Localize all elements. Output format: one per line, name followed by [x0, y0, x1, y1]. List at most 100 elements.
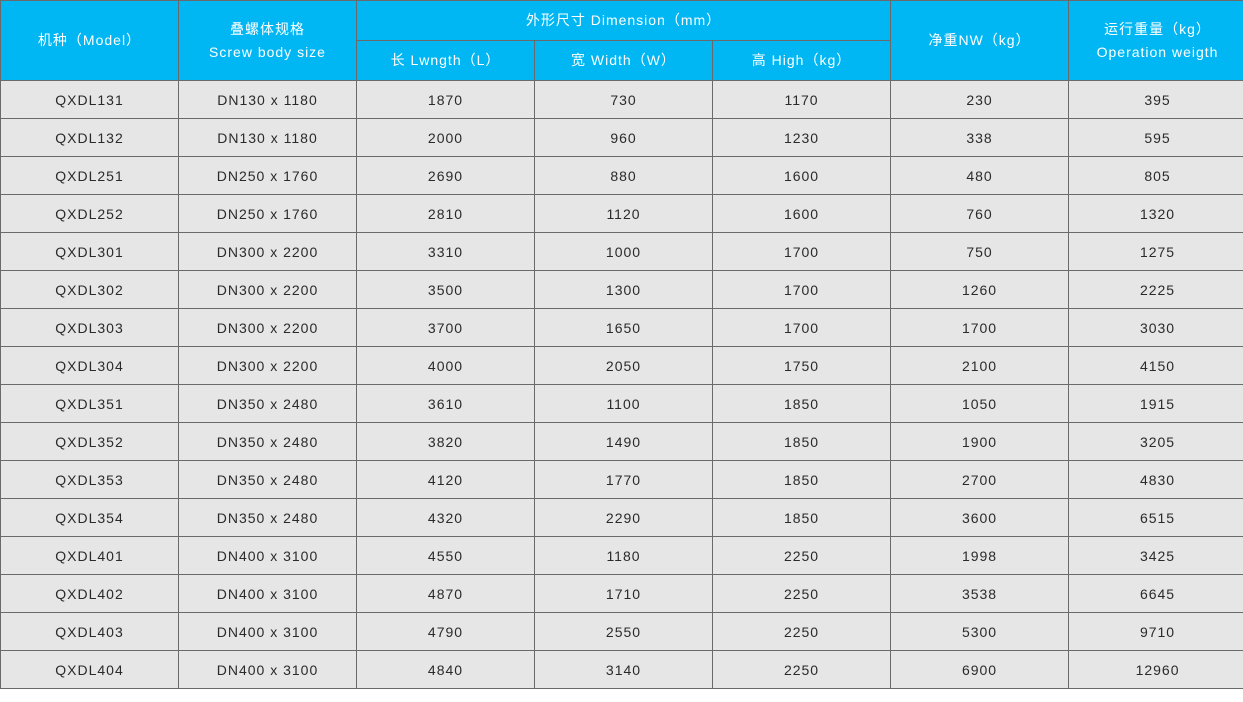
cell-screw: DN300 x 2200	[179, 271, 357, 309]
cell-height: 1230	[713, 119, 891, 157]
table-row: QXDL301DN300 x 22003310100017007501275	[1, 233, 1243, 271]
header-width: 宽 Width（W）	[535, 41, 713, 81]
table-row: QXDL131DN130 x 118018707301170230395	[1, 81, 1243, 119]
header-net-weight: 净重NW（kg）	[891, 1, 1069, 81]
header-length-text: 长 Lwngth（L）	[391, 52, 501, 68]
cell-length: 2810	[357, 195, 535, 233]
cell-model: QXDL404	[1, 651, 179, 689]
cell-height: 1750	[713, 347, 891, 385]
cell-width: 1180	[535, 537, 713, 575]
table-row: QXDL402DN400 x 310048701710225035386645	[1, 575, 1243, 613]
table-row: QXDL251DN250 x 176026908801600480805	[1, 157, 1243, 195]
cell-length: 4790	[357, 613, 535, 651]
cell-screw: DN250 x 1760	[179, 195, 357, 233]
cell-screw: DN130 x 1180	[179, 81, 357, 119]
cell-operation-weight: 395	[1069, 81, 1243, 119]
cell-width: 1120	[535, 195, 713, 233]
cell-length: 2000	[357, 119, 535, 157]
cell-screw: DN350 x 2480	[179, 385, 357, 423]
header-length: 长 Lwngth（L）	[357, 41, 535, 81]
cell-model: QXDL252	[1, 195, 179, 233]
cell-operation-weight: 595	[1069, 119, 1243, 157]
table-row: QXDL403DN400 x 310047902550225053009710	[1, 613, 1243, 651]
cell-screw: DN300 x 2200	[179, 347, 357, 385]
cell-operation-weight: 1275	[1069, 233, 1243, 271]
cell-model: QXDL353	[1, 461, 179, 499]
cell-model: QXDL303	[1, 309, 179, 347]
cell-height: 1700	[713, 309, 891, 347]
cell-net-weight: 3600	[891, 499, 1069, 537]
cell-height: 2250	[713, 613, 891, 651]
cell-screw: DN400 x 3100	[179, 651, 357, 689]
cell-net-weight: 1900	[891, 423, 1069, 461]
cell-length: 3310	[357, 233, 535, 271]
cell-width: 1650	[535, 309, 713, 347]
cell-net-weight: 1998	[891, 537, 1069, 575]
cell-width: 2550	[535, 613, 713, 651]
cell-screw: DN250 x 1760	[179, 157, 357, 195]
cell-height: 1600	[713, 195, 891, 233]
cell-net-weight: 1700	[891, 309, 1069, 347]
table-row: QXDL351DN350 x 248036101100185010501915	[1, 385, 1243, 423]
cell-width: 730	[535, 81, 713, 119]
table-row: QXDL404DN400 x 3100484031402250690012960	[1, 651, 1243, 689]
cell-width: 880	[535, 157, 713, 195]
cell-height: 1170	[713, 81, 891, 119]
cell-width: 1710	[535, 575, 713, 613]
table-row: QXDL304DN300 x 220040002050175021004150	[1, 347, 1243, 385]
table-row: QXDL354DN350 x 248043202290185036006515	[1, 499, 1243, 537]
cell-operation-weight: 3425	[1069, 537, 1243, 575]
cell-screw: DN300 x 2200	[179, 309, 357, 347]
cell-length: 4120	[357, 461, 535, 499]
cell-height: 1850	[713, 499, 891, 537]
cell-screw: DN300 x 2200	[179, 233, 357, 271]
cell-operation-weight: 1320	[1069, 195, 1243, 233]
cell-length: 2690	[357, 157, 535, 195]
cell-net-weight: 6900	[891, 651, 1069, 689]
cell-net-weight: 1050	[891, 385, 1069, 423]
cell-operation-weight: 805	[1069, 157, 1243, 195]
cell-operation-weight: 1915	[1069, 385, 1243, 423]
table-row: QXDL401DN400 x 310045501180225019983425	[1, 537, 1243, 575]
header-op-l2: Operation weigth	[1073, 41, 1242, 63]
cell-net-weight: 2700	[891, 461, 1069, 499]
table-row: QXDL303DN300 x 220037001650170017003030	[1, 309, 1243, 347]
cell-net-weight: 3538	[891, 575, 1069, 613]
cell-length: 1870	[357, 81, 535, 119]
cell-model: QXDL354	[1, 499, 179, 537]
cell-net-weight: 480	[891, 157, 1069, 195]
table-row: QXDL132DN130 x 118020009601230338595	[1, 119, 1243, 157]
cell-model: QXDL304	[1, 347, 179, 385]
cell-model: QXDL351	[1, 385, 179, 423]
table-row: QXDL302DN300 x 220035001300170012602225	[1, 271, 1243, 309]
cell-net-weight: 1260	[891, 271, 1069, 309]
cell-length: 4000	[357, 347, 535, 385]
cell-operation-weight: 12960	[1069, 651, 1243, 689]
header-model-text: 机种（Model）	[5, 29, 174, 51]
cell-operation-weight: 9710	[1069, 613, 1243, 651]
cell-screw: DN400 x 3100	[179, 575, 357, 613]
table-row: QXDL353DN350 x 248041201770185027004830	[1, 461, 1243, 499]
header-model: 机种（Model）	[1, 1, 179, 81]
cell-screw: DN350 x 2480	[179, 423, 357, 461]
cell-net-weight: 760	[891, 195, 1069, 233]
cell-net-weight: 5300	[891, 613, 1069, 651]
cell-operation-weight: 3205	[1069, 423, 1243, 461]
table-row: QXDL252DN250 x 17602810112016007601320	[1, 195, 1243, 233]
cell-width: 1490	[535, 423, 713, 461]
cell-length: 4320	[357, 499, 535, 537]
cell-operation-weight: 3030	[1069, 309, 1243, 347]
cell-operation-weight: 4150	[1069, 347, 1243, 385]
cell-height: 1850	[713, 423, 891, 461]
header-screw-l2: Screw body size	[183, 41, 352, 63]
cell-model: QXDL402	[1, 575, 179, 613]
cell-length: 4840	[357, 651, 535, 689]
cell-width: 1300	[535, 271, 713, 309]
cell-width: 1100	[535, 385, 713, 423]
cell-width: 3140	[535, 651, 713, 689]
cell-height: 1600	[713, 157, 891, 195]
cell-height: 2250	[713, 651, 891, 689]
cell-net-weight: 750	[891, 233, 1069, 271]
cell-height: 2250	[713, 575, 891, 613]
cell-model: QXDL301	[1, 233, 179, 271]
